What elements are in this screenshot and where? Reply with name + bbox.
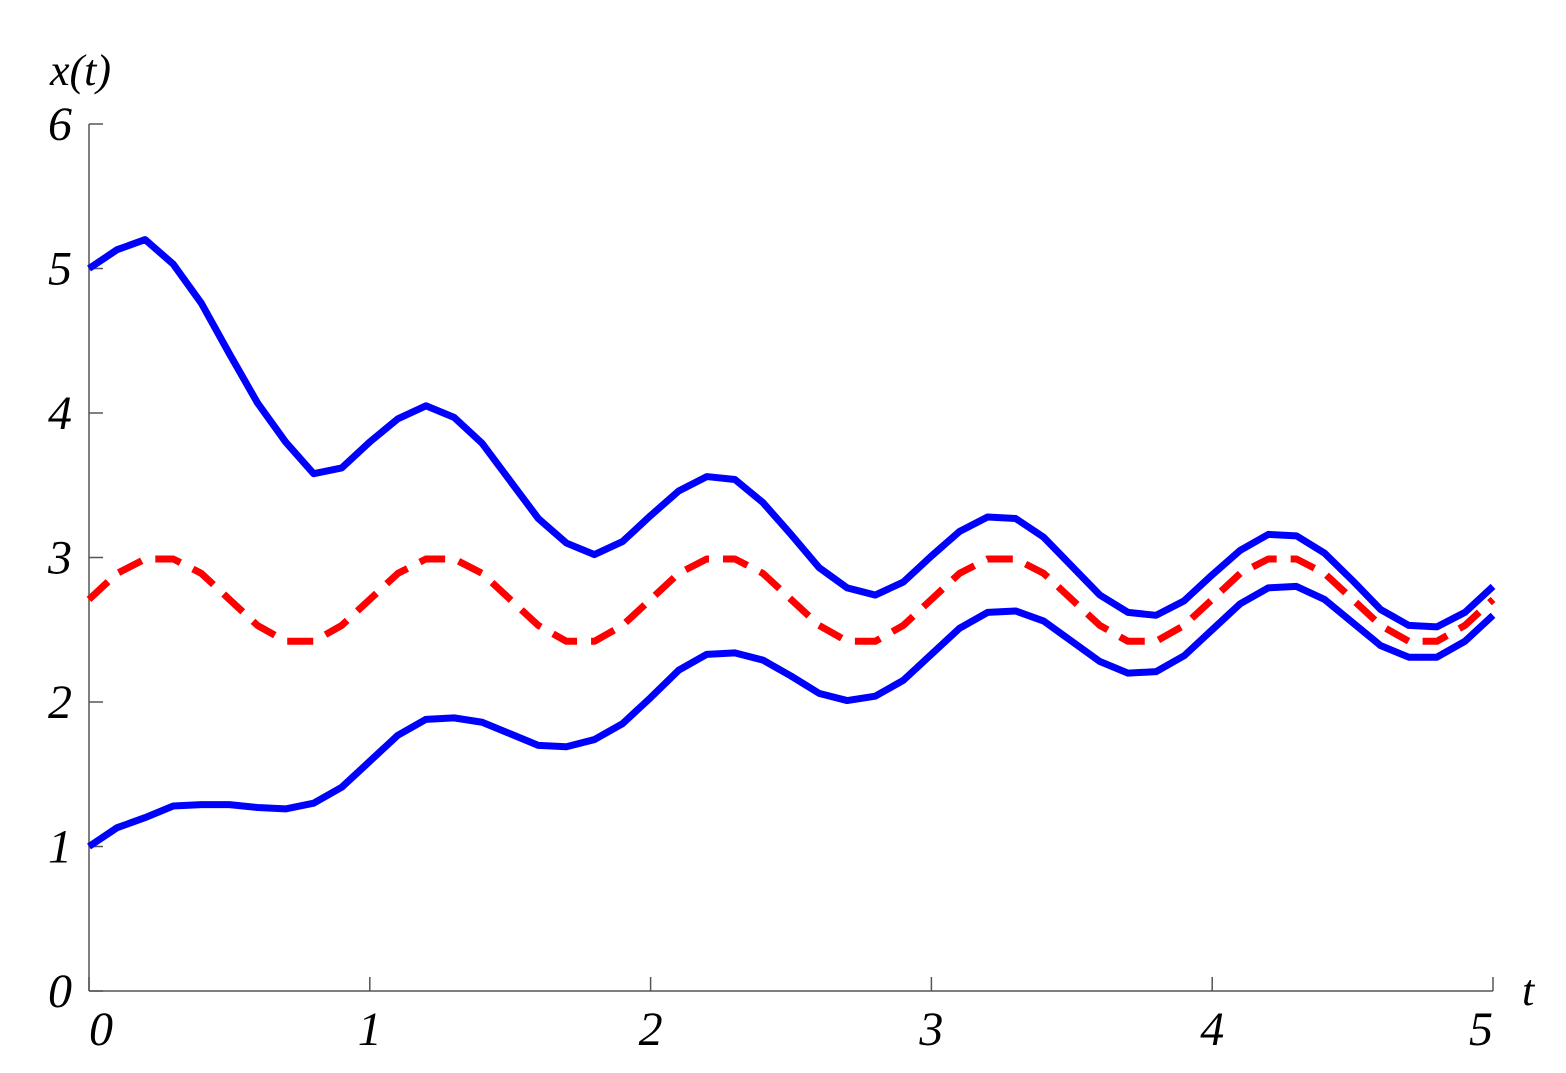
y-tick-label: 6: [48, 98, 72, 151]
y-tick-label: 3: [47, 532, 72, 585]
x-tick-label: 0: [89, 1003, 113, 1056]
y-axis-label: x(t): [49, 46, 111, 95]
x-tick-label: 4: [1200, 1003, 1224, 1056]
y-tick-label: 0: [48, 965, 72, 1018]
x-tick-label: 1: [358, 1003, 382, 1056]
y-tick-label: 4: [48, 387, 72, 440]
y-tick-label: 5: [48, 243, 72, 296]
series-line: [87, 236, 1496, 631]
series-line: [86, 555, 1496, 645]
x-axis-label: t: [1522, 966, 1536, 1015]
x-tick-label: 2: [639, 1003, 663, 1056]
x-tick-label: 5: [1469, 1003, 1493, 1056]
y-tick-label: 1: [48, 821, 72, 874]
x-tick-label: 3: [918, 1003, 943, 1056]
series-line: [87, 582, 1496, 850]
y-tick-label: 2: [48, 676, 72, 729]
